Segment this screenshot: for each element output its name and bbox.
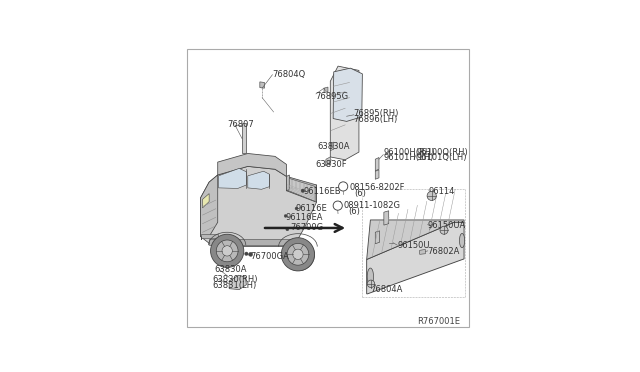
Text: B: B <box>340 182 346 191</box>
Polygon shape <box>287 176 317 202</box>
Text: 63831(LH): 63831(LH) <box>212 281 256 290</box>
Polygon shape <box>200 175 218 237</box>
Polygon shape <box>219 169 246 189</box>
Text: 76700G: 76700G <box>290 223 323 232</box>
Polygon shape <box>287 175 289 191</box>
Polygon shape <box>248 171 269 189</box>
Polygon shape <box>375 231 380 244</box>
Polygon shape <box>384 211 388 225</box>
Text: 76807: 76807 <box>227 121 254 129</box>
Polygon shape <box>375 170 379 179</box>
Text: N: N <box>335 201 340 210</box>
Text: 63830A: 63830A <box>215 265 247 274</box>
Circle shape <box>367 280 374 288</box>
Text: 08156-8202F: 08156-8202F <box>349 183 405 192</box>
Polygon shape <box>375 157 379 171</box>
Circle shape <box>339 182 348 191</box>
Text: 63830A: 63830A <box>317 142 349 151</box>
Text: 96100H(RH): 96100H(RH) <box>384 148 435 157</box>
Circle shape <box>284 215 287 217</box>
Polygon shape <box>367 222 464 294</box>
Polygon shape <box>420 250 426 254</box>
Text: 76804A: 76804A <box>371 285 403 294</box>
Polygon shape <box>202 193 209 208</box>
Polygon shape <box>242 124 246 154</box>
Text: 63830F: 63830F <box>315 160 347 169</box>
Circle shape <box>301 189 305 192</box>
Polygon shape <box>367 220 464 260</box>
Text: (6): (6) <box>355 189 366 198</box>
Circle shape <box>440 226 448 234</box>
Text: (6): (6) <box>349 207 360 216</box>
Text: 63830(RH): 63830(RH) <box>212 275 257 284</box>
Circle shape <box>295 207 298 210</box>
Text: 96116EB: 96116EB <box>303 187 341 196</box>
Polygon shape <box>330 142 333 151</box>
Circle shape <box>216 240 238 262</box>
Text: 96150U: 96150U <box>397 241 430 250</box>
Text: 08911-1082G: 08911-1082G <box>344 201 401 211</box>
Polygon shape <box>229 275 246 289</box>
Text: 96114: 96114 <box>429 187 455 196</box>
Text: 96100Q(RH): 96100Q(RH) <box>417 148 468 157</box>
Text: 76804Q: 76804Q <box>272 70 305 79</box>
Text: 96116E: 96116E <box>296 204 328 213</box>
Circle shape <box>292 249 303 260</box>
Polygon shape <box>330 66 359 160</box>
Circle shape <box>249 252 253 256</box>
Ellipse shape <box>367 268 374 285</box>
Polygon shape <box>200 166 317 247</box>
Text: 96101Q(LH): 96101Q(LH) <box>417 153 467 162</box>
Text: 96101H(LH): 96101H(LH) <box>384 153 434 162</box>
Circle shape <box>244 252 248 256</box>
Polygon shape <box>209 240 296 245</box>
Polygon shape <box>218 154 287 176</box>
Circle shape <box>282 238 314 271</box>
Text: 76700GA: 76700GA <box>251 252 289 261</box>
Polygon shape <box>333 68 362 121</box>
Text: 76802A: 76802A <box>428 247 460 256</box>
Text: 96150UA: 96150UA <box>428 221 466 230</box>
Polygon shape <box>287 178 315 201</box>
Polygon shape <box>325 157 331 166</box>
Text: 76895G: 76895G <box>315 92 348 101</box>
Circle shape <box>287 243 309 265</box>
Circle shape <box>286 228 289 231</box>
Circle shape <box>333 201 342 210</box>
Text: 76896(LH): 76896(LH) <box>354 115 398 124</box>
Polygon shape <box>201 234 218 238</box>
Ellipse shape <box>460 233 465 248</box>
Circle shape <box>222 246 232 256</box>
Circle shape <box>211 234 244 267</box>
Polygon shape <box>260 82 264 88</box>
Text: 96116EA: 96116EA <box>285 214 323 222</box>
Circle shape <box>427 191 436 201</box>
Text: R767001E: R767001E <box>417 317 460 326</box>
Text: 76895(RH): 76895(RH) <box>354 109 399 118</box>
Polygon shape <box>324 87 328 93</box>
